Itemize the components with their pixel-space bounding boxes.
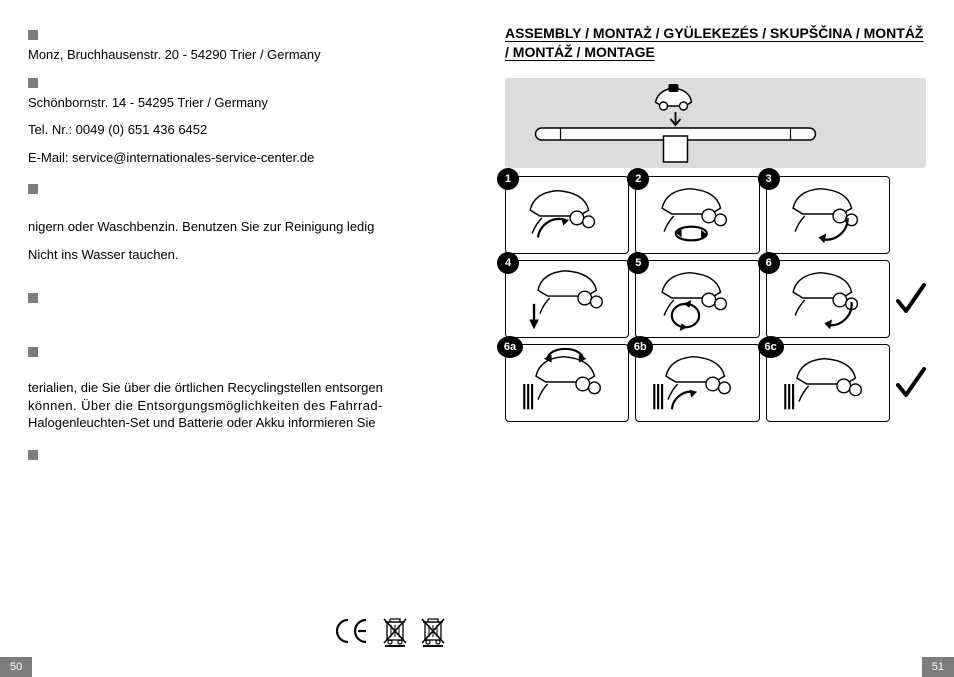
step-cell-5: 5 [635,260,759,338]
checkmark-icon [896,363,926,403]
bullet-icon [28,347,38,357]
step-cell-6b: 6b [635,344,759,422]
checkmark-icon [896,279,926,319]
bullet-icon [28,450,38,460]
page-left: Monz, Bruchhausenstr. 20 - 54290 Trier /… [0,0,477,677]
weee-bin-icon [382,615,408,647]
page-right: ASSEMBLY / MONTAŻ / GYÜLEKEZÉS / SKUPŠČI… [477,0,954,677]
disposal-line3: Halogenleuchten-Set und Batterie oder Ak… [28,414,448,432]
page-number-left: 50 [0,657,32,677]
step-cell-1: 1 [505,176,629,254]
service-phone: Tel. Nr.: 0049 (0) 651 436 6452 [28,121,448,139]
assembly-title: ASSEMBLY / MONTAŻ / GYÜLEKEZÉS / SKUPŠČI… [505,24,926,62]
step-badge: 6c [758,336,784,358]
bullet-icon [28,30,38,40]
step-cell-6a: 6a [505,344,629,422]
disposal-line1: terialien, die Sie über die örtlichen Re… [28,379,448,397]
step-badge: 6b [627,336,653,358]
service-email: E-Mail: service@internationales-service-… [28,149,448,167]
distributor-block: Monz, Bruchhausenstr. 20 - 54290 Trier /… [28,30,448,64]
hero-diagram [505,78,926,168]
step-cell-4: 4 [505,260,629,338]
page-number-right: 51 [922,657,954,677]
step-badge: 3 [758,168,780,190]
step-badge: 5 [627,252,649,274]
disposal-line2: können. Über die Entsorgungsmöglichkeite… [28,397,448,415]
storage-block [28,293,448,333]
step-cell-6: 6 [766,260,890,338]
bullet-icon [28,184,38,194]
step-badge: 2 [627,168,649,190]
step-badge: 1 [497,168,519,190]
step-badge: 6a [497,336,523,358]
compliance-marks [334,615,446,647]
extra-bullet [28,450,448,460]
service-block: Schönbornstr. 14 - 54295 Trier / Germany… [28,78,448,167]
step-badge: 6 [758,252,780,274]
checkmark-column [896,176,926,422]
ce-mark-icon [334,618,370,644]
cleaning-block: nigern oder Waschbenzin. Benutzen Sie zu… [28,184,448,263]
bullet-icon [28,78,38,88]
distributor-address: Monz, Bruchhausenstr. 20 - 54290 Trier /… [28,46,448,64]
disposal-block: terialien, die Sie über die örtlichen Re… [28,347,448,432]
cleaning-line2: Nicht ins Wasser tauchen. [28,246,448,264]
step-cell-2: 2 [635,176,759,254]
step-cell-6c: 6c [766,344,890,422]
bullet-icon [28,293,38,303]
step-cell-3: 3 [766,176,890,254]
service-address: Schönbornstr. 14 - 54295 Trier / Germany [28,94,448,112]
assembly-steps-grid: 1 2 [505,176,926,422]
step-badge: 4 [497,252,519,274]
cleaning-line1: nigern oder Waschbenzin. Benutzen Sie zu… [28,218,448,236]
weee-bin-battery-icon [420,615,446,647]
